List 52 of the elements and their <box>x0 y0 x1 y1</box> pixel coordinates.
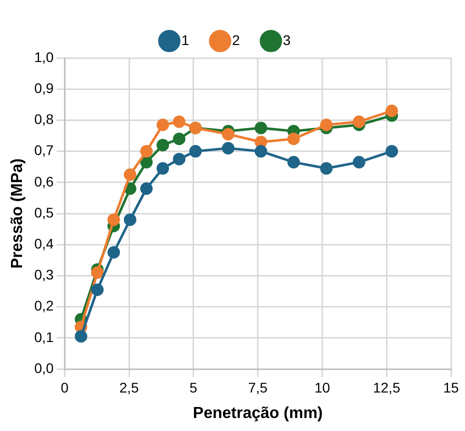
y-tick-label: 0,6 <box>34 173 54 190</box>
point <box>386 104 398 118</box>
point <box>156 118 170 132</box>
x-tick-label: 12,5 <box>372 379 400 396</box>
x-tick-label: 5 <box>190 379 198 396</box>
point <box>91 283 104 296</box>
point <box>222 142 234 154</box>
y-tick-label: 0,2 <box>34 298 54 314</box>
point <box>107 213 120 226</box>
point <box>124 168 136 181</box>
point <box>222 128 234 140</box>
point <box>140 182 153 195</box>
point <box>140 156 153 168</box>
point <box>156 162 170 175</box>
point <box>124 213 136 226</box>
point <box>74 330 88 343</box>
y-tick-label: 0,7 <box>34 142 54 158</box>
y-tick-label: 0,1 <box>34 328 54 345</box>
x-tick-label: 0 <box>60 379 69 396</box>
point <box>107 246 120 259</box>
x-tick-label: 7,5 <box>248 379 268 396</box>
point <box>352 116 366 128</box>
point <box>287 132 300 146</box>
x-tick-label: 10 <box>314 379 330 396</box>
point <box>287 156 300 168</box>
point <box>352 156 366 168</box>
y-tick-label: 0,8 <box>34 111 54 128</box>
y-tick-label: 0,9 <box>34 80 54 96</box>
y-tick-label: 0,4 <box>34 235 54 252</box>
point <box>172 116 186 128</box>
legend-label: 2 <box>232 32 240 48</box>
point <box>91 266 104 279</box>
x-tick-label: 15 <box>443 379 459 396</box>
legend-label: 1 <box>181 32 190 48</box>
legend-label: 3 <box>282 32 291 48</box>
y-tick-label: 1,0 <box>34 48 54 65</box>
point <box>320 118 333 132</box>
y-axis-title: Pressão (MPa) <box>9 158 26 269</box>
point <box>189 145 202 158</box>
x-axis-title: Penetração (mm) <box>192 404 323 422</box>
point <box>140 145 153 158</box>
y-tick-label: 0,0 <box>34 360 54 376</box>
point <box>172 152 186 166</box>
point <box>254 122 268 134</box>
x-tick-label: 2,5 <box>119 379 139 396</box>
point <box>156 138 170 152</box>
point <box>172 132 186 146</box>
point <box>254 145 268 158</box>
point <box>386 145 398 158</box>
y-tick-label: 0,5 <box>34 204 54 220</box>
y-tick-label: 0,3 <box>34 266 54 283</box>
point <box>320 162 333 175</box>
